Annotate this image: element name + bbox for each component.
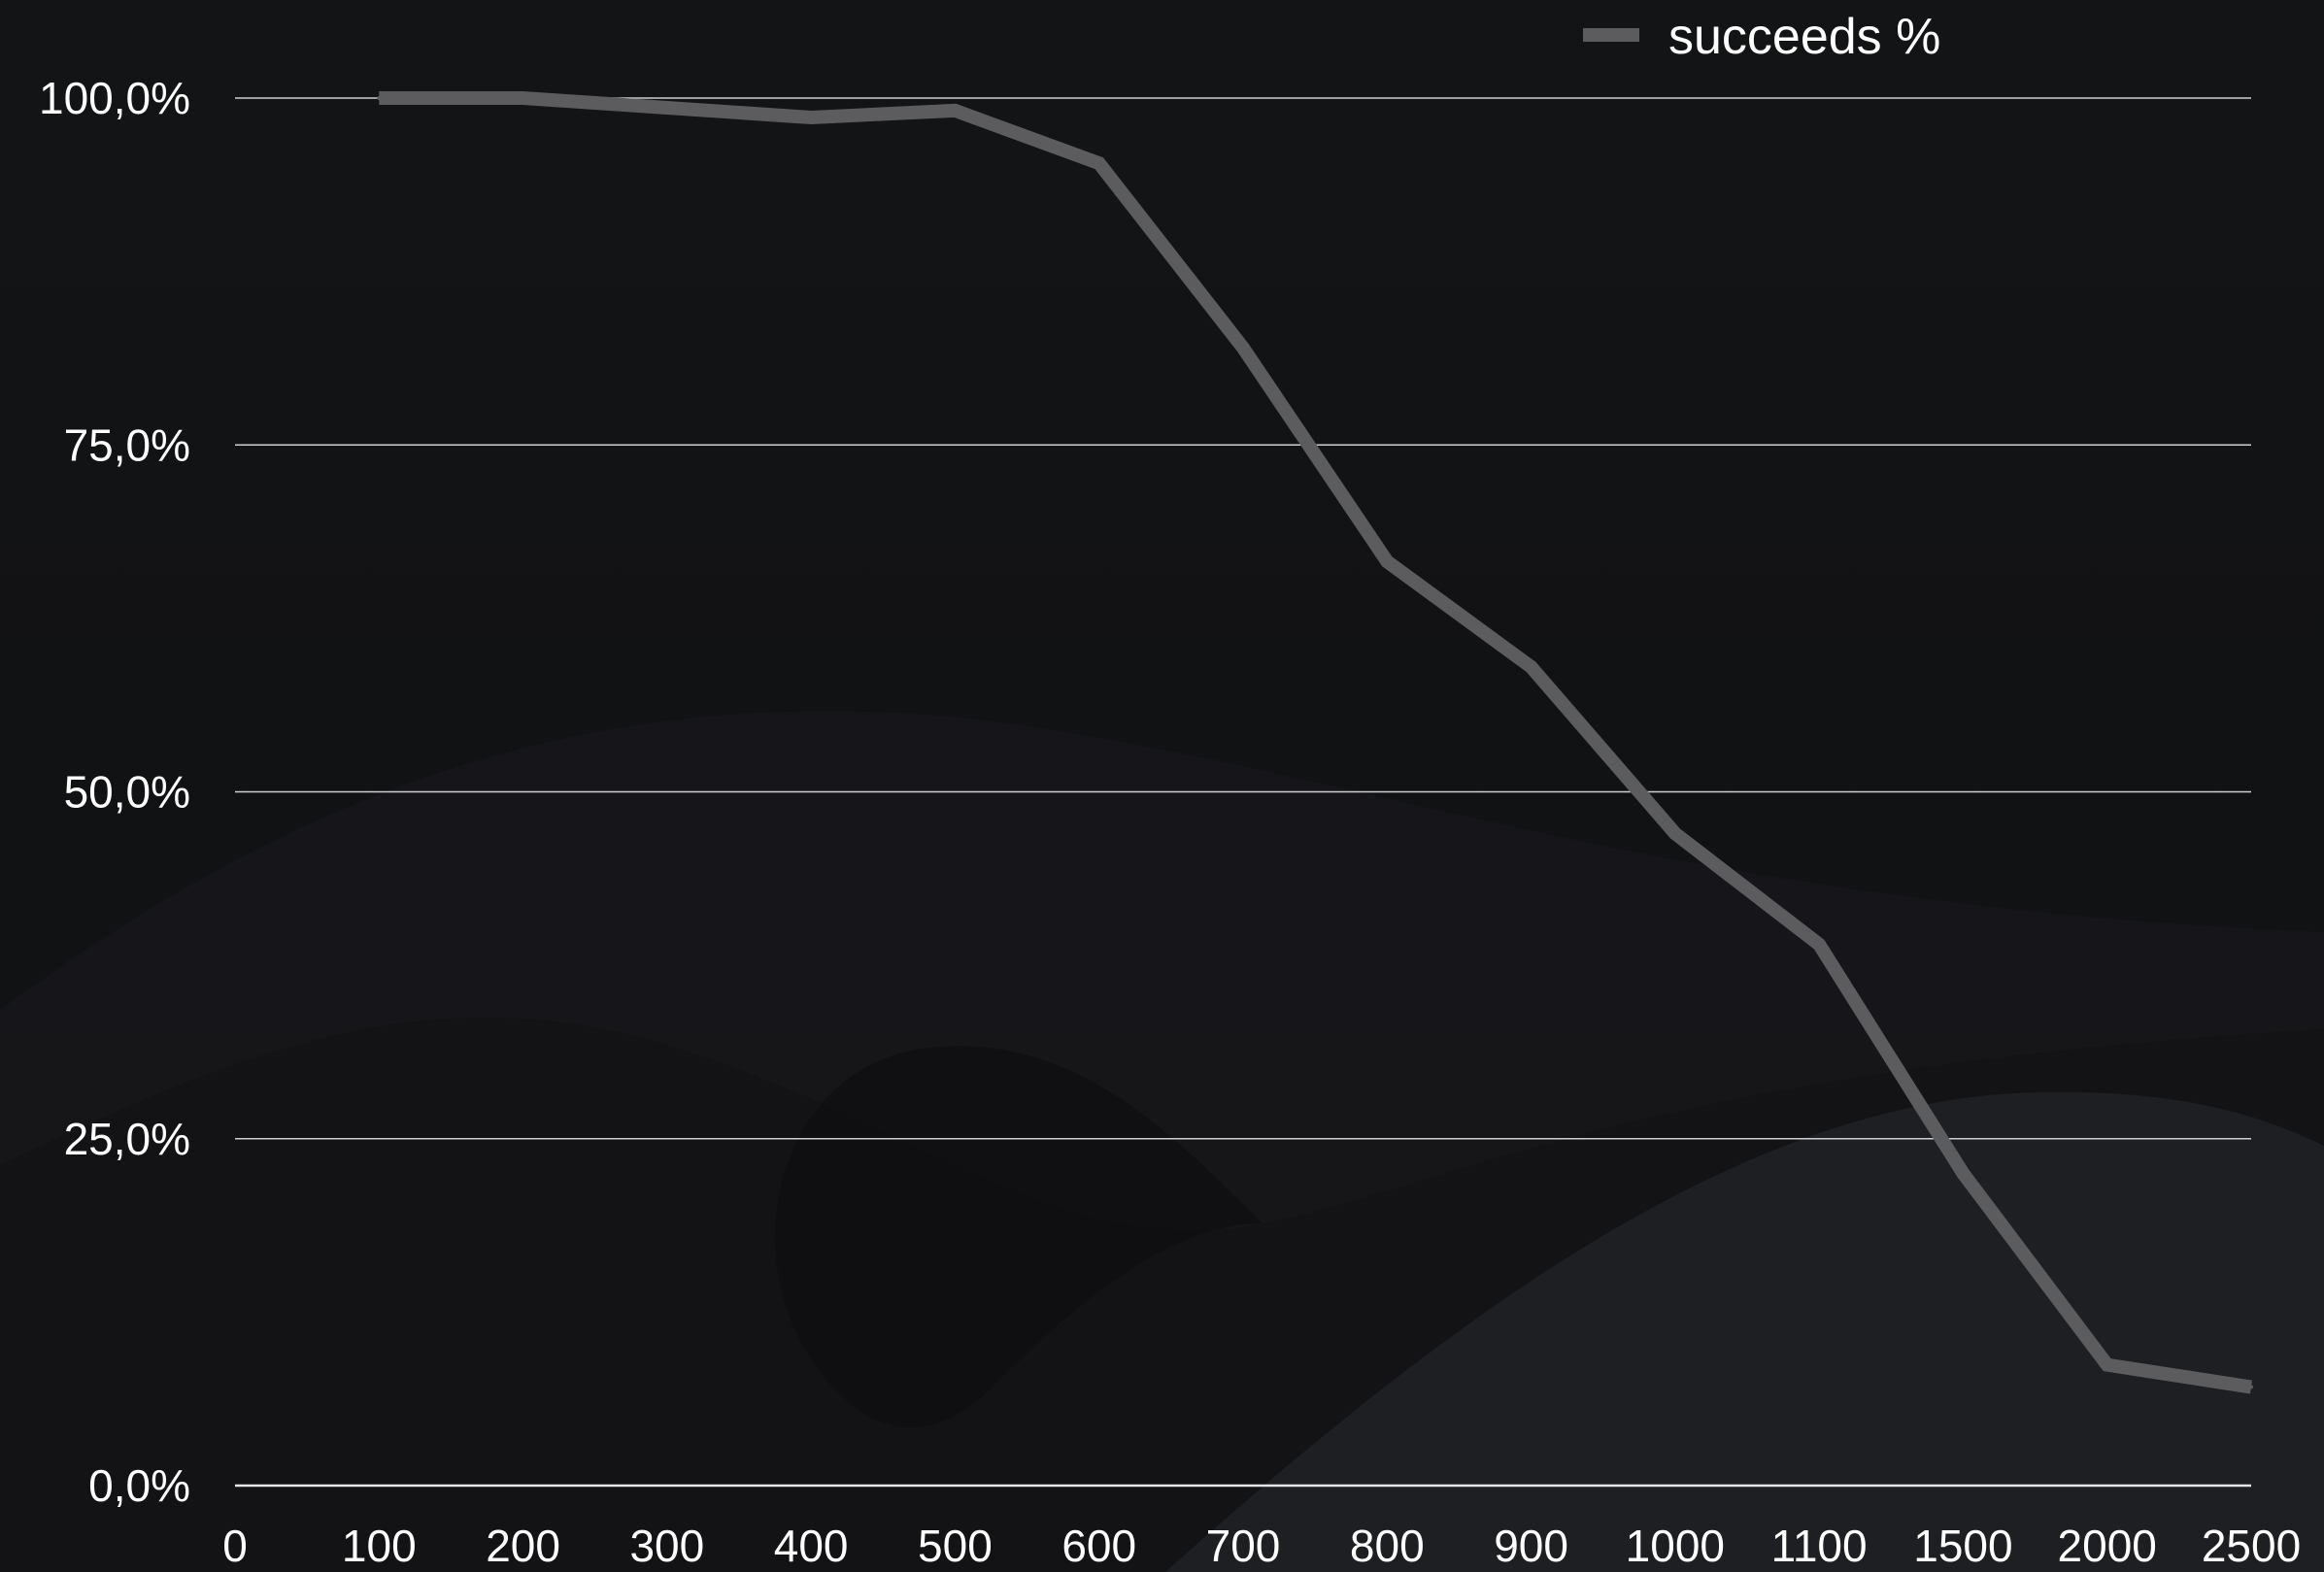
x-tick-label: 200 [486, 1521, 560, 1571]
data-point [1961, 1171, 1966, 1176]
y-tick-label: 75,0% [64, 419, 190, 470]
x-tick-label: 700 [1206, 1521, 1281, 1571]
data-point [953, 108, 958, 113]
data-point [1672, 831, 1677, 836]
data-point [1817, 942, 1822, 947]
legend: succeeds % [1583, 9, 1940, 65]
y-tick-label: 100,0% [39, 73, 190, 123]
legend-label: succeeds % [1668, 9, 1940, 65]
x-tick-label: 300 [629, 1521, 704, 1571]
x-tick-label: 2000 [2058, 1521, 2157, 1571]
data-point [1096, 161, 1101, 166]
x-tick-label: 400 [774, 1521, 849, 1571]
y-tick-label: 0,0% [88, 1460, 190, 1511]
x-tick-label: 1100 [1771, 1521, 1868, 1571]
series-line-succeeds [379, 91, 2253, 1394]
data-point [377, 96, 382, 100]
data-point [2105, 1362, 2109, 1367]
x-tick-label: 2500 [2202, 1521, 2301, 1571]
x-tick-label: 0 [222, 1521, 248, 1571]
x-tick-label: 500 [918, 1521, 993, 1571]
data-point [1385, 559, 1390, 564]
y-tick-label: 25,0% [64, 1114, 190, 1164]
x-tick-label: 800 [1350, 1521, 1425, 1571]
data-point [1241, 346, 1245, 351]
data-point [1529, 664, 1533, 669]
x-tick-label: 100 [342, 1521, 417, 1571]
x-tick-label: 1500 [1913, 1521, 2012, 1571]
x-tick-label: 1000 [1626, 1521, 1725, 1571]
y-tick-label: 50,0% [64, 767, 190, 818]
x-tick-label: 900 [1494, 1521, 1568, 1571]
series-layer [377, 91, 2253, 1394]
x-tick-label: 600 [1061, 1521, 1136, 1571]
data-point [664, 106, 669, 111]
data-point [521, 96, 525, 100]
data-point [2249, 1385, 2253, 1389]
data-point [809, 116, 814, 120]
axes: 0,0% 25,0% 50,0% 75,0% 100,0% 0 100 200 300 400 50… [39, 73, 2301, 1571]
